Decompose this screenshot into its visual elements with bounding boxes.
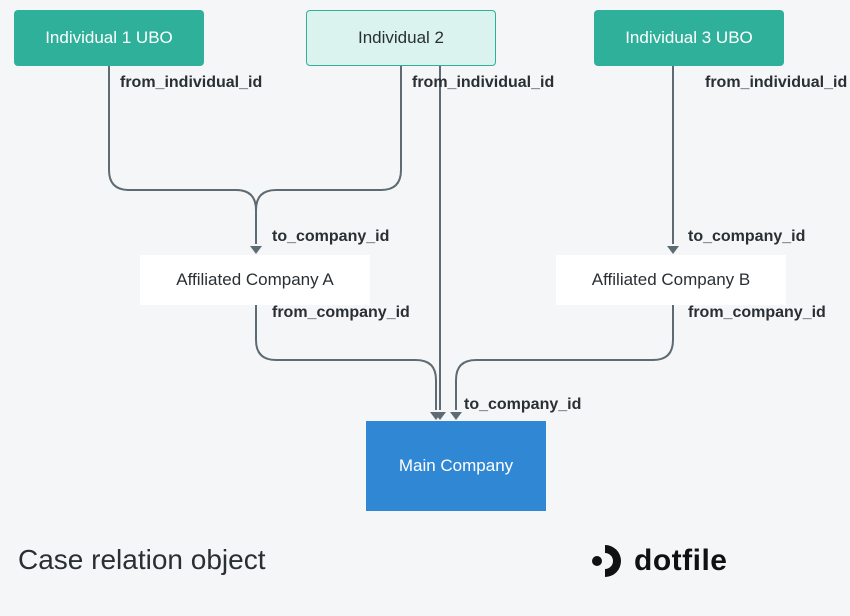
node-affiliated-a: Affiliated Company A <box>140 255 370 305</box>
edge-label-to-company-a: to_company_id <box>272 228 389 246</box>
edge-label-from-individual-1: from_individual_id <box>120 74 262 92</box>
node-label: Affiliated Company A <box>176 270 334 290</box>
brand-logo: dotfile <box>586 542 728 580</box>
dotfile-icon <box>586 542 624 580</box>
node-affiliated-b: Affiliated Company B <box>556 255 786 305</box>
edge-label-from-individual-2: from_individual_id <box>412 74 554 92</box>
edge-label-from-company-b: from_company_id <box>688 304 826 322</box>
node-individual-1: Individual 1 UBO <box>14 10 204 66</box>
node-label: Affiliated Company B <box>592 270 750 290</box>
edge-label-from-company-a: from_company_id <box>272 304 410 322</box>
edge-label-to-main-company: to_company_id <box>464 396 581 414</box>
node-label: Individual 1 UBO <box>45 28 173 48</box>
node-individual-2: Individual 2 <box>306 10 496 66</box>
node-label: Individual 2 <box>358 28 444 48</box>
node-main-company: Main Company <box>366 421 546 511</box>
node-individual-3: Individual 3 UBO <box>594 10 784 66</box>
node-label: Main Company <box>399 456 513 476</box>
node-label: Individual 3 UBO <box>625 28 753 48</box>
diagram-canvas: Individual 1 UBO Individual 2 Individual… <box>0 0 850 616</box>
edge-label-from-individual-3: from_individual_id <box>705 74 847 92</box>
edge-label-to-company-b: to_company_id <box>688 228 805 246</box>
diagram-title: Case relation object <box>18 544 265 576</box>
brand-text: dotfile <box>634 544 728 578</box>
